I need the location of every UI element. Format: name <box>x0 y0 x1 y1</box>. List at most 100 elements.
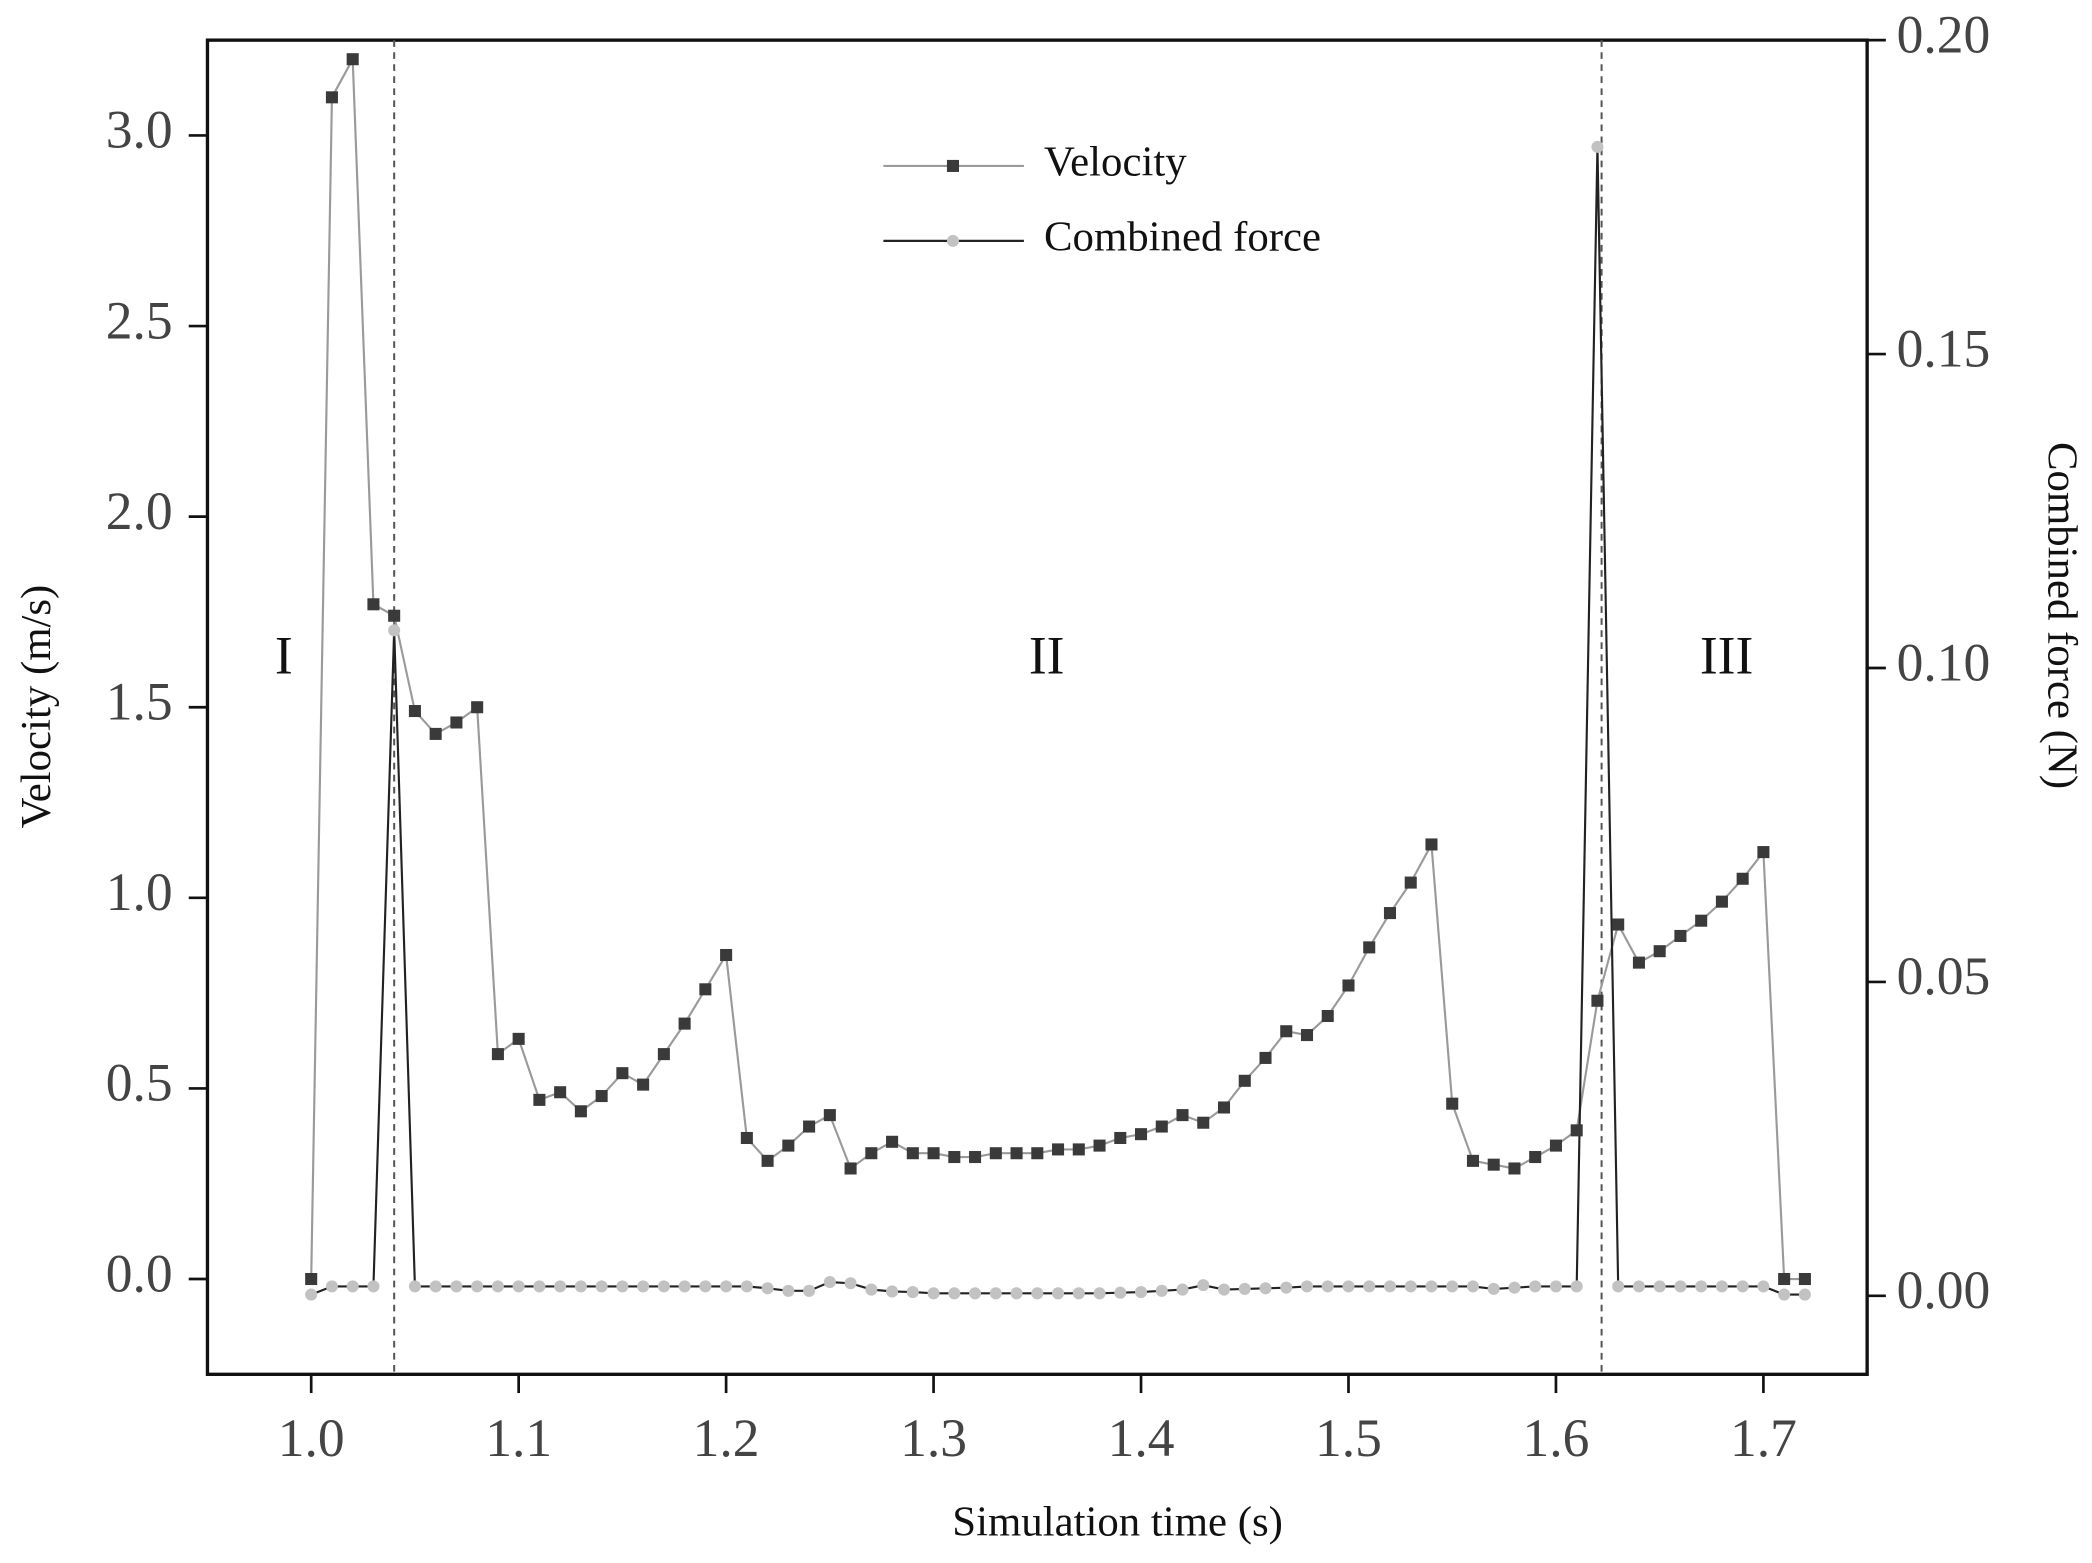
data-point <box>1197 1279 1210 1292</box>
data-point <box>1135 1286 1148 1299</box>
data-point <box>1217 1101 1231 1114</box>
data-point <box>450 716 463 729</box>
data-point <box>1487 1282 1500 1295</box>
data-point <box>637 1280 650 1293</box>
x-tick-label: 1.1 <box>485 1408 552 1468</box>
data-point <box>1259 1282 1272 1295</box>
data-point <box>471 1280 484 1293</box>
data-point <box>1155 1120 1168 1133</box>
data-point <box>1072 1287 1085 1300</box>
data-point <box>1093 1287 1106 1300</box>
data-point <box>491 1048 504 1061</box>
data-point <box>616 1280 629 1293</box>
y-tick-label: 0.5 <box>106 1053 173 1113</box>
y2-tick-label: 0.10 <box>1897 632 1991 692</box>
data-point <box>574 1105 587 1118</box>
data-point <box>1114 1286 1127 1299</box>
y-tick-label: 2.0 <box>106 481 173 541</box>
data-point <box>927 1287 940 1300</box>
region-label: III <box>1700 625 1753 685</box>
data-point <box>1259 1051 1272 1064</box>
data-point <box>1570 1124 1583 1137</box>
data-point <box>1778 1288 1791 1301</box>
data-point <box>720 1280 733 1293</box>
data-point <box>761 1282 774 1295</box>
x-tick-label: 1.6 <box>1522 1408 1589 1468</box>
data-point <box>346 53 359 66</box>
data-point <box>1238 1074 1251 1087</box>
data-point <box>1404 876 1417 889</box>
data-point <box>1072 1143 1085 1156</box>
data-point <box>803 1284 816 1297</box>
data-point <box>948 1287 961 1300</box>
legend-label: Velocity <box>1044 139 1187 186</box>
data-point <box>367 1280 380 1293</box>
data-point <box>1217 1283 1231 1296</box>
data-point <box>865 1283 878 1296</box>
data-point <box>1757 846 1770 859</box>
series-line <box>310 146 1805 1296</box>
data-point <box>491 1280 504 1293</box>
data-point <box>1736 1280 1749 1293</box>
data-point <box>1197 1116 1210 1129</box>
data-point <box>637 1078 650 1091</box>
data-point <box>533 1093 546 1106</box>
data-point <box>1674 1280 1687 1293</box>
x-tick-label: 1.5 <box>1315 1408 1382 1468</box>
data-point <box>408 1280 421 1293</box>
data-point <box>1653 945 1666 958</box>
legend-marker <box>946 234 960 247</box>
data-point <box>1010 1147 1023 1160</box>
data-point <box>1757 1280 1770 1293</box>
y-tick-label: 2.5 <box>106 290 173 350</box>
data-point <box>450 1280 463 1293</box>
data-point <box>1135 1128 1148 1141</box>
data-point <box>1612 918 1625 931</box>
data-point <box>1342 1280 1355 1293</box>
data-point <box>346 1280 359 1293</box>
data-point <box>512 1280 525 1293</box>
data-point <box>1010 1287 1023 1300</box>
data-point <box>886 1285 899 1298</box>
data-point <box>1093 1139 1106 1152</box>
data-point <box>699 1280 712 1293</box>
data-point <box>927 1147 940 1160</box>
data-point <box>1052 1287 1065 1300</box>
data-point <box>906 1286 919 1299</box>
data-point <box>1383 907 1397 920</box>
data-point <box>678 1017 691 1030</box>
data-point <box>699 983 712 996</box>
data-point <box>1321 1009 1334 1023</box>
data-point <box>1446 1280 1459 1293</box>
data-point <box>1674 929 1687 942</box>
data-point <box>1549 1139 1562 1152</box>
y2-axis-title: Combined force (N) <box>2039 442 2086 789</box>
data-point <box>1342 979 1355 992</box>
data-point <box>886 1135 899 1148</box>
data-point <box>1736 872 1749 885</box>
data-point <box>678 1280 691 1293</box>
plot-frame <box>205 38 1869 1376</box>
legend-marker <box>946 159 960 172</box>
data-point <box>595 1280 608 1293</box>
data-point <box>989 1287 1002 1300</box>
data-point <box>616 1067 629 1080</box>
x-tick-label: 1.3 <box>900 1408 967 1468</box>
data-point <box>1466 1154 1479 1167</box>
data-point <box>305 1288 318 1301</box>
data-point <box>740 1131 753 1144</box>
data-point <box>1404 1280 1417 1293</box>
y-tick-label: 3.0 <box>106 100 173 160</box>
data-point <box>1238 1282 1251 1295</box>
data-point <box>1363 941 1376 954</box>
data-point <box>844 1277 857 1290</box>
data-point <box>989 1147 1002 1160</box>
data-point <box>782 1139 795 1152</box>
x-tick-label: 1.7 <box>1730 1408 1797 1468</box>
data-point <box>1529 1151 1542 1164</box>
data-point <box>574 1280 587 1293</box>
data-point <box>1321 1280 1334 1293</box>
data-point <box>1466 1280 1479 1293</box>
data-point <box>1695 914 1708 927</box>
